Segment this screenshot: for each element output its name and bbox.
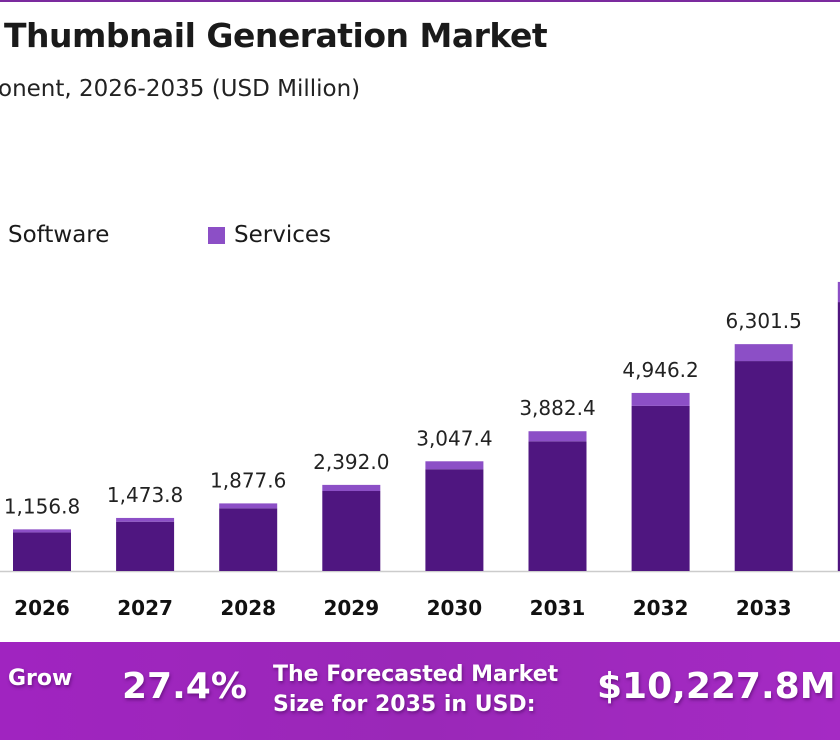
data-label-2028: 1,877.6 [210,468,286,492]
x-tick-label-2030: 2030 [427,596,483,620]
legend-services-label: Services [234,222,331,248]
bar-services-2030 [425,461,484,470]
bar-software-2026 [13,532,71,571]
bar-software-2031 [528,441,587,571]
x-tick-label-2029: 2029 [323,596,379,620]
x-tick-label-2033: 2033 [736,596,792,620]
bar-services-2026 [13,529,71,533]
data-label-2032: 4,946.2 [622,358,698,382]
forecast-value: $10,227.8M [597,666,836,707]
bar-services-2029 [322,484,381,492]
bar-software-2034 [837,302,840,571]
bar-software-2030 [425,469,484,571]
x-tick-label-2032: 2032 [633,596,689,620]
bar-software-2028 [219,508,278,571]
chart-title: Thumbnail Generation Market [4,16,548,55]
cagr-label: Grow [8,666,73,691]
bar-services-2027 [116,517,175,522]
bar-services-2031 [528,431,587,442]
bar-services-2034 [837,281,840,303]
bar-software-2032 [631,405,690,571]
bar-services-2032 [631,392,690,406]
legend-services-swatch [208,226,225,244]
legend-software-label: Software [8,222,110,248]
data-label-2029: 2,392.0 [313,450,389,474]
x-tick-label-2034: 2034 [839,596,840,620]
x-tick-label-2026: 2026 [14,596,70,620]
forecast-label-line1: The Forecasted Market [273,662,559,687]
x-tick-label-2028: 2028 [220,596,276,620]
legend-software: Software [0,222,109,248]
forecast-label-line2: Size for 2035 in USD: [273,692,536,717]
bar-services-2033 [734,344,793,362]
bar-software-2029 [322,491,381,571]
cagr-value: 27.4% [122,666,247,707]
data-label-2033: 6,301.5 [726,309,802,333]
x-tick-label-2031: 2031 [530,596,586,620]
bar-software-2027 [116,521,175,571]
bar-chart: 1,156.8 2026 1,473.8 2027 1,877.6 2028 2,392.0… [0,281,840,620]
x-tick-label-2027: 2027 [117,596,173,620]
chart-subtitle: onent, 2026-2035 (USD Million) [0,76,361,102]
data-label-2027: 1,473.8 [107,483,183,507]
data-label-2026: 1,156.8 [4,494,80,518]
forecast-label: The Forecasted Market Size for 2035 in U… [273,660,558,720]
top-border [0,0,840,2]
summary-banner: Grow 27.4% The Forecasted Market Size fo… [0,642,840,740]
bar-software-2033 [734,361,793,571]
data-label-2030: 3,047.4 [416,426,492,450]
bar-services-2028 [219,503,278,509]
data-label-2031: 3,882.4 [519,396,595,420]
legend-services: Services [208,222,331,248]
